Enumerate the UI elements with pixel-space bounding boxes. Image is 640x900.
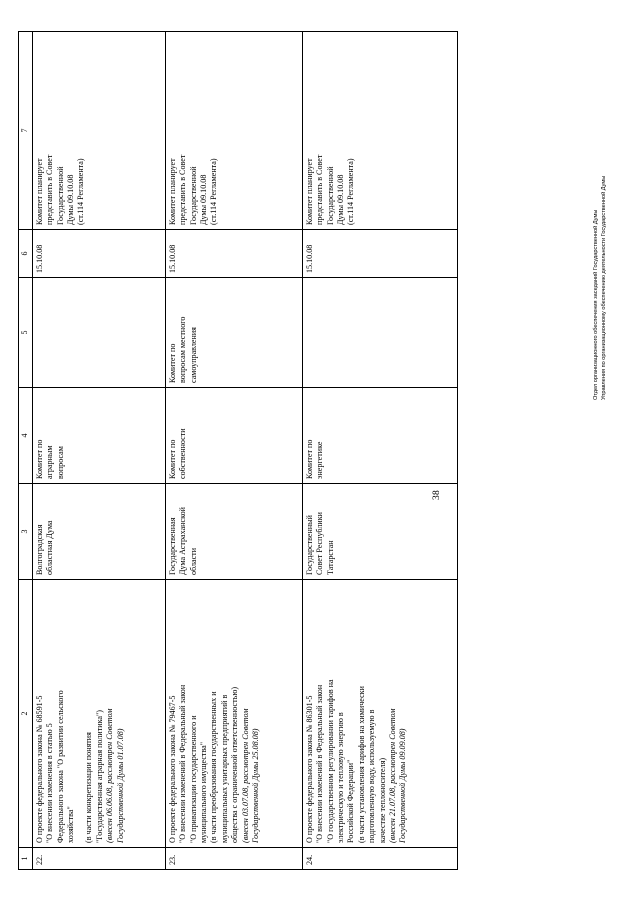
column-number-7: 7 <box>18 31 33 230</box>
row-initiator: Государственная Дума Астраханской области <box>165 483 303 580</box>
subject-italic-lines: (внесен 03.07.08, рассмотрен Советом Госу… <box>240 708 260 843</box>
row-index: 22. <box>32 847 166 870</box>
row-co-committee <box>32 277 166 388</box>
page-number: 38 <box>432 490 442 500</box>
row-subject: О проекте федерального закона № 86301-5 "… <box>302 579 458 848</box>
table-row: 23. О проекте федерального закона № 7946… <box>165 31 303 870</box>
subject-italic-lines: (внесен 21.07.08, рассмотрен Советом Госу… <box>387 708 408 843</box>
row-co-committee: Комитет по вопросам местного самоуправлени… <box>165 277 303 388</box>
footer-line-1: Отдел организационного обеспечения засед… <box>593 209 599 400</box>
table-row: 22. О проекте федерального закона № 6859… <box>32 31 166 870</box>
row-note: Комитет планирует представить в Совет Госу… <box>32 31 166 230</box>
subject-lines: О проекте федерального закона № 68591-5 "… <box>35 690 104 843</box>
column-number-6: 6 <box>18 229 33 278</box>
row-committee: Комитет по энергетике <box>302 387 458 484</box>
column-number-1: 1 <box>18 847 33 870</box>
row-note: Комитет планирует представить в Совет Госу… <box>302 31 458 230</box>
row-committee: Комитет по аграрным вопросам <box>32 387 166 484</box>
page-footer: Отдел организационного обеспечения засед… <box>592 30 608 400</box>
footer-line-2: Управления по организационному обеспечен… <box>601 175 608 400</box>
column-number-5: 5 <box>18 277 33 388</box>
row-subject: О проекте федерального закона № 68591-5 "… <box>32 579 166 848</box>
subject-lines: О проекте федерального закона № 79467-5 "… <box>168 684 240 843</box>
row-subject: О проекте федерального закона № 79467-5 "… <box>165 579 303 848</box>
row-initiator: Волгоградская областная Дума <box>32 483 166 580</box>
column-number-2: 2 <box>18 579 33 848</box>
row-index: 23. <box>165 847 303 870</box>
row-co-committee <box>302 277 458 388</box>
table-row: 24. О проекте федерального закона № 8630… <box>302 31 458 870</box>
row-date: 15.10.08 <box>32 229 166 278</box>
legislation-table: 1 2 3 4 5 6 7 22. О проекте федерального… <box>18 31 458 870</box>
column-number-row: 1 2 3 4 5 6 7 <box>18 31 33 870</box>
row-committee: Комитет по собственности <box>165 387 303 484</box>
column-number-3: 3 <box>18 483 33 580</box>
column-number-4: 4 <box>18 387 33 484</box>
row-date: 15.10.08 <box>302 229 458 278</box>
row-note: Комитет планирует представить в Совет Госу… <box>165 31 303 230</box>
table-body: 1 2 3 4 5 6 7 22. О проекте федерального… <box>18 31 458 870</box>
row-index: 24. <box>302 847 458 870</box>
subject-italic-lines: (внесен 06.06.08, рассмотрен Советом Госу… <box>105 708 125 843</box>
row-date: 15.10.08 <box>165 229 303 278</box>
subject-lines: О проекте федерального закона № 86301-5 "… <box>305 679 387 843</box>
